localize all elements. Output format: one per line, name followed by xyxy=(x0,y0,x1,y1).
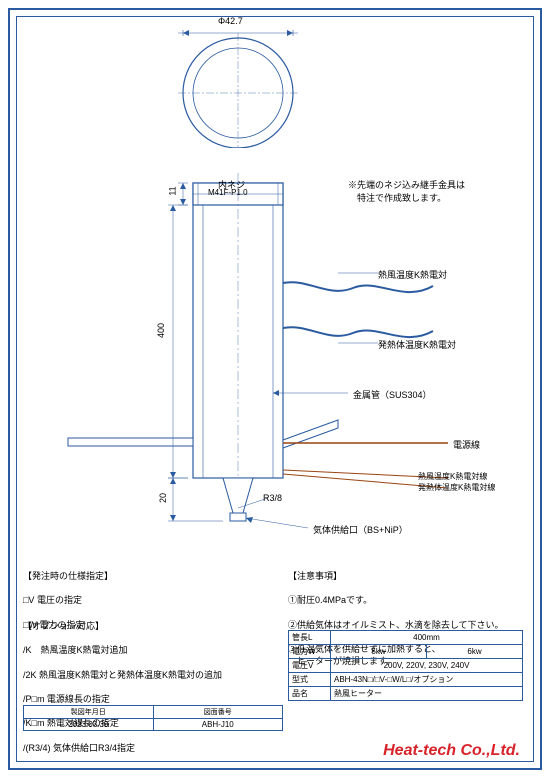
table-row: 型式ABH-43N□/□V-□W/L□/オプション xyxy=(289,673,523,687)
cell: 6kw xyxy=(427,645,523,659)
note-1: ①耐圧0.4MPaです。 xyxy=(288,594,504,606)
cell: 型式 xyxy=(289,673,331,687)
cell: 200V, 220V, 230V, 240V xyxy=(331,659,523,673)
callout-tc-heat-wire: 発熱体温度K熱電対線 xyxy=(418,482,495,493)
notes-title: 【注意事項】 xyxy=(288,570,504,582)
company-logo: Heat-tech Co.,Ltd. xyxy=(383,742,520,760)
options-title: 【オプション対応】 xyxy=(23,620,222,632)
callout-tube: 金属管（SUS304） xyxy=(353,388,432,401)
date-value: 2023.03.30 xyxy=(24,719,154,731)
option-pm: /P□m 電源線長の指定 xyxy=(23,693,222,705)
r38-label: R3/8 xyxy=(263,493,282,503)
callout-tc-hot: 熱風温度K熱電対 xyxy=(378,268,447,281)
cell: ABH-43N□/□V-□W/L□/オプション xyxy=(331,673,523,687)
title-block: 製図年月日 図面番号 2023.03.30 ABH-J10 xyxy=(23,705,283,731)
option-r34: /(R3/4) 気体供給口R3/4指定 xyxy=(23,742,222,754)
thread-spec: M41F-P1.0 xyxy=(208,188,248,197)
date-label: 製図年月日 xyxy=(24,706,154,719)
table-row: 管長L400mm xyxy=(289,631,523,645)
table-row: 品名熱風ヒーター xyxy=(289,687,523,701)
dwg-label: 図面番号 xyxy=(153,706,283,719)
note-thread: ※先端のネジ込み継手金具は 特注で作成致します。 xyxy=(348,178,465,204)
callout-tc-hot-wire: 熱風温度K熱電対線 xyxy=(418,471,487,482)
dim-20: 20 xyxy=(158,493,168,503)
table-row: 電圧V200V, 220V, 230V, 240V xyxy=(289,659,523,673)
spec-table: 管長L400mm 電力W5kw6kw 電圧V200V, 220V, 230V, … xyxy=(288,630,523,701)
dim-11: 11 xyxy=(168,186,178,195)
callout-supply: 気体供給口（BS+NiP） xyxy=(313,523,408,536)
cell: 5kw xyxy=(331,645,427,659)
cell: 管長L xyxy=(289,631,331,645)
option-k: /K 熱風温度K熱電対追加 xyxy=(23,644,222,656)
callout-power: 電源線 xyxy=(453,438,480,451)
option-2k: /2K 熱風温度K熱電対と発熱体温度K熱電対の追加 xyxy=(23,669,222,681)
dwg-value: ABH-J10 xyxy=(153,719,283,731)
options-block: 【オプション対応】 /K 熱風温度K熱電対追加 /2K 熱風温度K熱電対と発熱体… xyxy=(23,608,222,766)
diameter-label: Φ42.7 xyxy=(218,16,243,26)
cell: 熱風ヒーター xyxy=(331,687,523,701)
table-row: 電力W5kw6kw xyxy=(289,645,523,659)
drawing-area: Φ42.7 xyxy=(18,18,532,760)
cell: 品名 xyxy=(289,687,331,701)
order-spec-v: □V 電圧の指定 xyxy=(23,594,113,606)
top-circle xyxy=(158,18,318,148)
order-spec-title: 【発注時の仕様指定】 xyxy=(23,570,113,582)
cell: 電力W xyxy=(289,645,331,659)
cell: 電圧V xyxy=(289,659,331,673)
cell: 400mm xyxy=(331,631,523,645)
dim-400: 400 xyxy=(156,323,166,338)
callout-tc-heat: 発熱体温度K熱電対 xyxy=(378,338,456,351)
